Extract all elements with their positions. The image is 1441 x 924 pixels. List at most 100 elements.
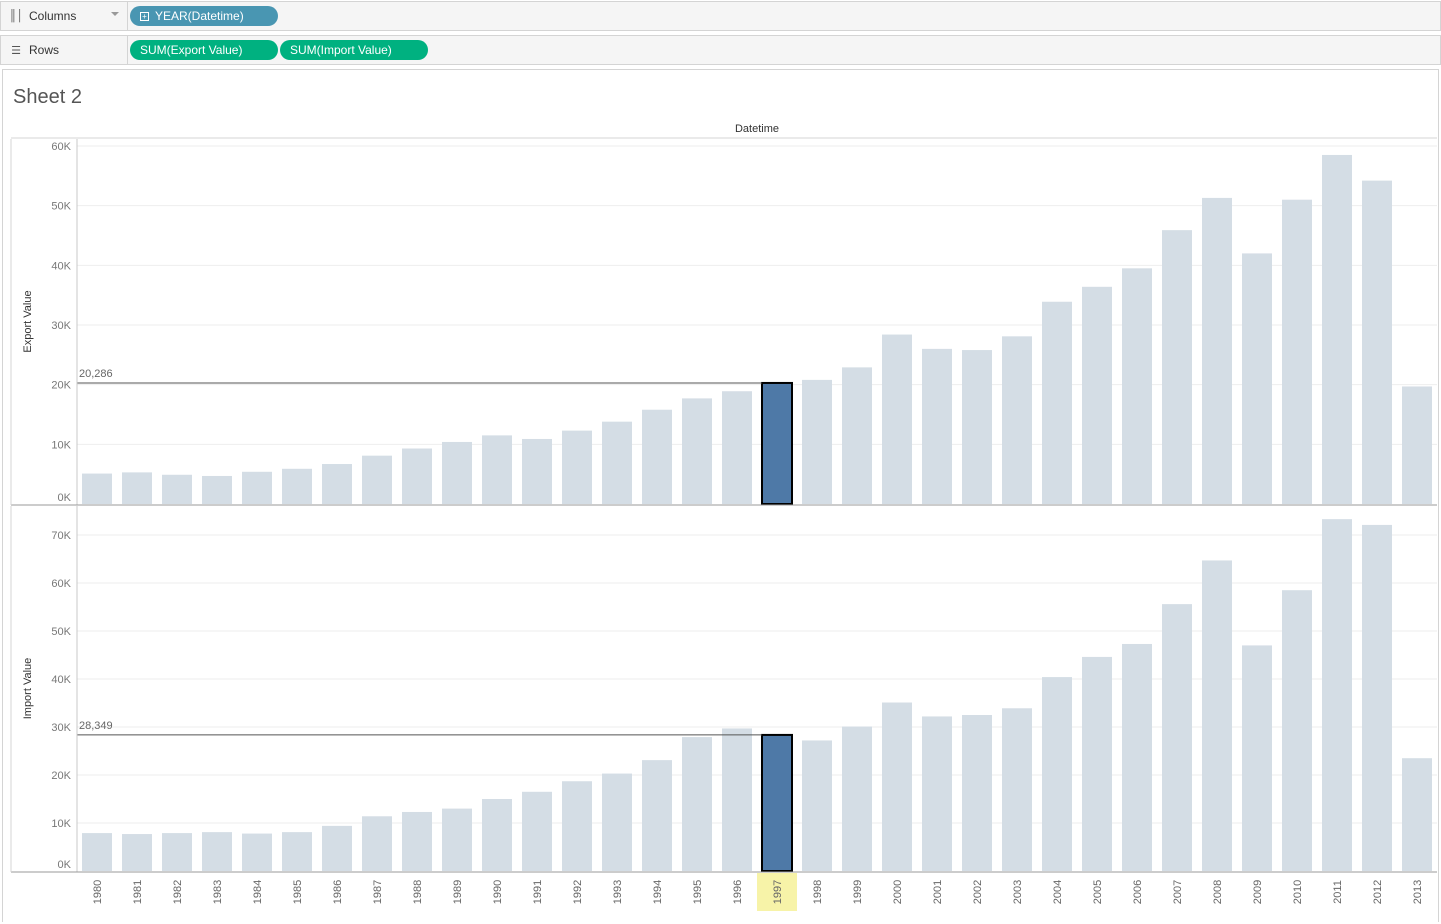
y-axis-title: Export Value (22, 290, 34, 352)
bar-1989[interactable] (442, 808, 472, 871)
bar-1982[interactable] (162, 474, 192, 504)
y-tick-label: 0K (58, 859, 72, 871)
bar-2002[interactable] (962, 715, 992, 871)
bar-2005[interactable] (1082, 656, 1112, 871)
rows-shelf[interactable]: ☰ Rows SUM(Export Value) SUM(Import Valu… (0, 35, 1441, 65)
bar-2007[interactable] (1162, 230, 1192, 504)
bar-1985[interactable] (282, 468, 312, 504)
bar-1985[interactable] (282, 832, 312, 871)
bar-1984[interactable] (242, 471, 272, 504)
bar-1984[interactable] (242, 833, 272, 871)
x-tick-label: 2009 (1252, 880, 1264, 904)
bar-2013[interactable] (1402, 386, 1432, 504)
bar-1983[interactable] (202, 475, 232, 504)
columns-shelf[interactable]: ║│ Columns + YEAR(Datetime) (0, 1, 1441, 31)
bar-2008[interactable] (1202, 560, 1232, 871)
bar-2013[interactable] (1402, 758, 1432, 871)
bar-1994[interactable] (642, 760, 672, 871)
x-tick-label: 1980 (92, 880, 104, 904)
bar-1995[interactable] (682, 398, 712, 504)
bar-1980[interactable] (82, 833, 112, 871)
x-tick-label: 2004 (1052, 880, 1064, 904)
bar-1991[interactable] (522, 791, 552, 871)
bar-selected-1997[interactable] (761, 733, 793, 872)
bar-2003[interactable] (1002, 708, 1032, 871)
bar-1986[interactable] (322, 464, 352, 504)
bar-2006[interactable] (1122, 268, 1152, 504)
bar-1993[interactable] (602, 421, 632, 504)
bar-2002[interactable] (962, 350, 992, 504)
bar-2007[interactable] (1162, 604, 1192, 871)
chevron-down-icon[interactable] (111, 12, 119, 16)
bar-1987[interactable] (362, 455, 392, 504)
bar-1991[interactable] (522, 438, 552, 504)
pill-year-datetime[interactable]: + YEAR(Datetime) (130, 6, 278, 26)
x-tick-label: 2011 (1332, 880, 1344, 904)
bar-2000[interactable] (882, 702, 912, 871)
bar-1981[interactable] (122, 472, 152, 504)
bar-2010[interactable] (1282, 199, 1312, 504)
bar-1988[interactable] (402, 811, 432, 871)
x-tick-label: 2005 (1092, 880, 1104, 904)
bar-1987[interactable] (362, 816, 392, 871)
bar-1990[interactable] (482, 799, 512, 871)
bar-1994[interactable] (642, 409, 672, 504)
bar-2001[interactable] (922, 716, 952, 871)
bar-2009[interactable] (1242, 253, 1272, 504)
bar-1995[interactable] (682, 737, 712, 871)
bar-1993[interactable] (602, 773, 632, 871)
y-tick-label: 60K (51, 578, 71, 590)
pill-sum-export-value[interactable]: SUM(Export Value) (130, 40, 278, 60)
x-tick-label: 1988 (412, 880, 424, 904)
bar-2012[interactable] (1362, 180, 1392, 504)
x-tick-label: 1984 (252, 880, 264, 904)
bar-1998[interactable] (802, 379, 832, 504)
bar-1992[interactable] (562, 430, 592, 504)
x-tick-label: 1995 (692, 880, 704, 904)
bar-1989[interactable] (442, 441, 472, 504)
bar-1996[interactable] (722, 728, 752, 871)
bar-2003[interactable] (1002, 336, 1032, 504)
bar-1986[interactable] (322, 825, 352, 871)
x-tick-label: 1999 (852, 880, 864, 904)
rows-label-text: Rows (29, 43, 60, 57)
x-tick-label: 2007 (1172, 880, 1184, 904)
bar-2005[interactable] (1082, 286, 1112, 504)
y-tick-label: 50K (51, 201, 71, 213)
bar-1990[interactable] (482, 435, 512, 504)
bar-1999[interactable] (842, 367, 872, 504)
x-tick-label: 2010 (1292, 880, 1304, 904)
bar-1999[interactable] (842, 726, 872, 871)
bar-2006[interactable] (1122, 643, 1152, 871)
expand-plus-icon[interactable]: + (140, 11, 149, 21)
bar-2011[interactable] (1322, 519, 1352, 871)
bar-2004[interactable] (1042, 677, 1072, 871)
bar-1996[interactable] (722, 391, 752, 504)
y-tick-label: 10K (51, 818, 71, 830)
bar-1981[interactable] (122, 834, 152, 871)
bar-1992[interactable] (562, 781, 592, 871)
pill-sum-import-value-label: SUM(Import Value) (290, 43, 392, 57)
pill-sum-import-value[interactable]: SUM(Import Value) (280, 40, 428, 60)
x-tick-label: 2000 (892, 880, 904, 904)
x-tick-label: 1996 (732, 880, 744, 904)
bar-2011[interactable] (1322, 154, 1352, 504)
bar-2000[interactable] (882, 334, 912, 504)
bar-2008[interactable] (1202, 197, 1232, 504)
y-tick-label: 40K (51, 674, 71, 686)
x-tick-label: 2003 (1012, 880, 1024, 904)
bar-2009[interactable] (1242, 645, 1272, 871)
bar-1983[interactable] (202, 832, 232, 871)
bar-1988[interactable] (402, 448, 432, 504)
bar-selected-1997[interactable] (761, 381, 793, 506)
x-tick-label: 1982 (172, 880, 184, 904)
bar-2010[interactable] (1282, 590, 1312, 871)
bar-2001[interactable] (922, 348, 952, 504)
bar-1998[interactable] (802, 740, 832, 871)
bar-2012[interactable] (1362, 524, 1392, 871)
y-tick-label: 10K (51, 439, 71, 451)
bar-1980[interactable] (82, 473, 112, 504)
bar-2004[interactable] (1042, 301, 1072, 504)
x-label-highlight (757, 873, 797, 911)
bar-1982[interactable] (162, 833, 192, 871)
